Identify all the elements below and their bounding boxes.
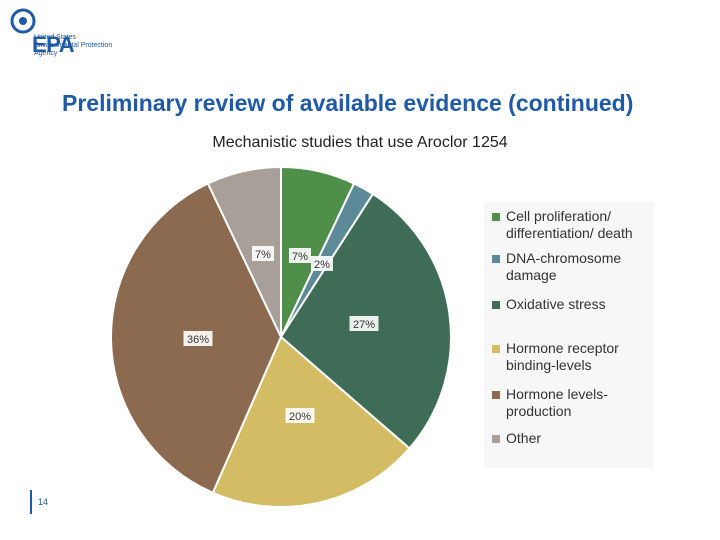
legend-label: DNA-chromosome damage	[506, 250, 622, 283]
slice-data-label: 27%	[349, 316, 379, 331]
page-number: 14	[30, 490, 68, 514]
slice-data-label: 2%	[311, 256, 333, 271]
agency-line: Environmental Protection	[34, 42, 113, 49]
agency-line: United States	[34, 34, 77, 41]
legend-label: Other	[506, 430, 542, 446]
slide-heading: Preliminary review of available evidence…	[62, 90, 634, 116]
legend-label: Oxidative stress	[506, 296, 606, 312]
chart-title: Mechanistic studies that use Aroclor 125…	[212, 134, 508, 151]
legend-label: Hormone levels-production	[506, 386, 608, 419]
legend-swatch	[492, 435, 500, 443]
pie-slice	[206, 165, 282, 338]
agency-name: United States Environmental Protection A…	[34, 34, 112, 58]
slice-data-label: 7%	[252, 246, 274, 261]
svg-text:27%: 27%	[353, 319, 375, 331]
svg-text:2%: 2%	[314, 259, 330, 271]
svg-text:36%: 36%	[187, 334, 209, 346]
legend-swatch	[492, 301, 500, 309]
epa-logo: EPA	[10, 8, 130, 60]
legend-label: Cell proliferation/differentiation/ deat…	[506, 208, 633, 241]
svg-text:7%: 7%	[292, 251, 308, 263]
legend-swatch	[492, 213, 500, 221]
slice-data-label: 36%	[183, 331, 213, 346]
legend-label: Hormone receptor binding-levels	[506, 340, 619, 373]
legend-swatch	[492, 345, 500, 353]
slice-data-label: 7%	[289, 248, 311, 263]
legend-swatch	[492, 255, 500, 263]
epa-logo-text: EPA	[32, 32, 75, 57]
svg-text:20%: 20%	[289, 411, 311, 423]
agency-line: Agency	[34, 50, 58, 57]
epa-seal-icon	[10, 8, 36, 34]
slice-data-label: 20%	[285, 408, 315, 423]
svg-text:7%: 7%	[255, 249, 271, 261]
chart-legend: Cell proliferation/differentiation/ deat…	[484, 202, 654, 468]
legend-swatch	[492, 391, 500, 399]
